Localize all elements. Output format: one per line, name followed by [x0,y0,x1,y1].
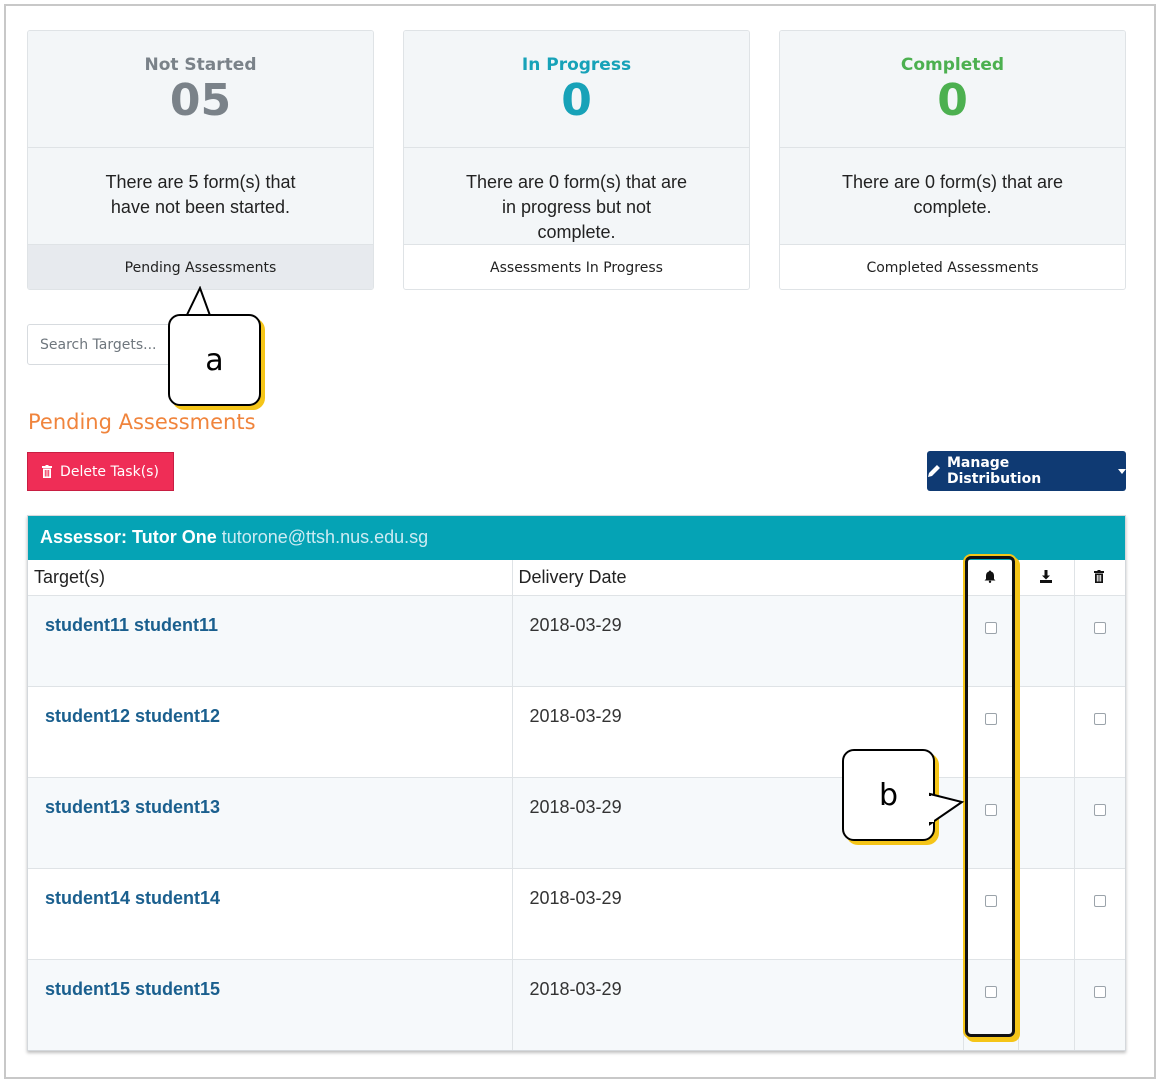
card-label: Completed [900,55,1005,75]
trash-icon [42,465,53,478]
card-count: 05 [169,75,232,126]
card-label: In Progress [521,55,632,75]
delivery-date: 2018-03-29 [511,594,963,686]
callout-b: b [842,749,935,841]
card-label: Not Started [144,55,257,75]
table-row: student15 student15 2018-03-29 [28,958,1125,1050]
col-reminder-header [962,560,1018,596]
completed-assessments-link[interactable]: Completed Assessments [866,260,1039,276]
card-description: There are 0 form(s) that are in progress… [404,148,749,245]
target-link[interactable]: student13 student13 [45,796,221,817]
assessor-panel: Assessor: Tutor One tutorone@ttsh.nus.ed… [27,515,1126,1051]
card-completed: Completed 0 There are 0 form(s) that are… [779,30,1126,290]
assessor-label: Assessor: Tutor One [40,527,217,547]
manage-distribution-label: Manage Distribution [946,455,1042,487]
callout-b-pointer [926,792,965,826]
assessments-table: Target(s) Delivery Date [28,560,1125,1050]
bell-icon [984,570,996,583]
delete-tasks-button[interactable]: Delete Task(s) [27,452,174,491]
assessor-email: tutorone@ttsh.nus.edu.sg [221,527,429,547]
callout-b-label: b [878,777,899,813]
table-row: student11 student11 2018-03-29 [28,594,1125,686]
card-count: 0 [561,75,592,126]
reminder-checkbox[interactable] [984,985,997,998]
section-title: Pending Assessments [28,410,256,434]
callout-a: a [168,314,261,406]
panel-header: Assessor: Tutor One tutorone@ttsh.nus.ed… [28,516,1125,560]
delivery-date: 2018-03-29 [511,958,963,1050]
download-icon [1039,569,1052,583]
delete-checkbox[interactable] [1093,985,1106,998]
table-row: student12 student12 2018-03-29 [28,685,1125,777]
col-target-header: Target(s) [28,560,512,596]
target-link[interactable]: student14 student14 [45,887,221,908]
card-not-started: Not Started 05 There are 5 form(s) that … [27,30,374,290]
col-delete-header [1073,560,1125,596]
table-row: student14 student14 2018-03-29 [28,867,1125,959]
col-download-header [1017,560,1074,596]
target-link[interactable]: student15 student15 [45,978,221,999]
manage-distribution-button[interactable]: Manage Distribution [927,451,1126,491]
reminder-checkbox[interactable] [984,803,997,816]
card-header: Not Started 05 [28,31,373,148]
reminder-checkbox[interactable] [984,621,997,634]
delete-tasks-label: Delete Task(s) [60,463,159,480]
reminder-column-highlight [965,556,1015,1037]
target-link[interactable]: student12 student12 [45,705,221,726]
pencil-icon [927,465,940,477]
card-description: There are 5 form(s) that have not been s… [28,148,373,245]
card-header: Completed 0 [780,31,1125,148]
card-description: There are 0 form(s) that are complete. [780,148,1125,245]
pending-assessments-link[interactable]: Pending Assessments [28,245,373,289]
card-count: 0 [937,75,968,126]
delete-checkbox[interactable] [1093,894,1106,907]
trash-icon [1094,569,1105,583]
assessments-in-progress-link[interactable]: Assessments In Progress [490,260,663,276]
reminder-checkbox[interactable] [984,894,997,907]
col-date-header: Delivery Date [511,560,963,596]
card-in-progress: In Progress 0 There are 0 form(s) that a… [403,30,750,290]
reminder-checkbox[interactable] [984,712,997,725]
delivery-date: 2018-03-29 [511,867,963,959]
delete-checkbox[interactable] [1093,803,1106,816]
chevron-down-icon [1118,468,1126,474]
target-link[interactable]: student11 student11 [45,614,219,635]
table-header-row: Target(s) Delivery Date [28,560,1125,596]
callout-a-label: a [205,342,224,378]
delete-checkbox[interactable] [1093,621,1106,634]
delete-checkbox[interactable] [1093,712,1106,725]
card-header: In Progress 0 [404,31,749,148]
